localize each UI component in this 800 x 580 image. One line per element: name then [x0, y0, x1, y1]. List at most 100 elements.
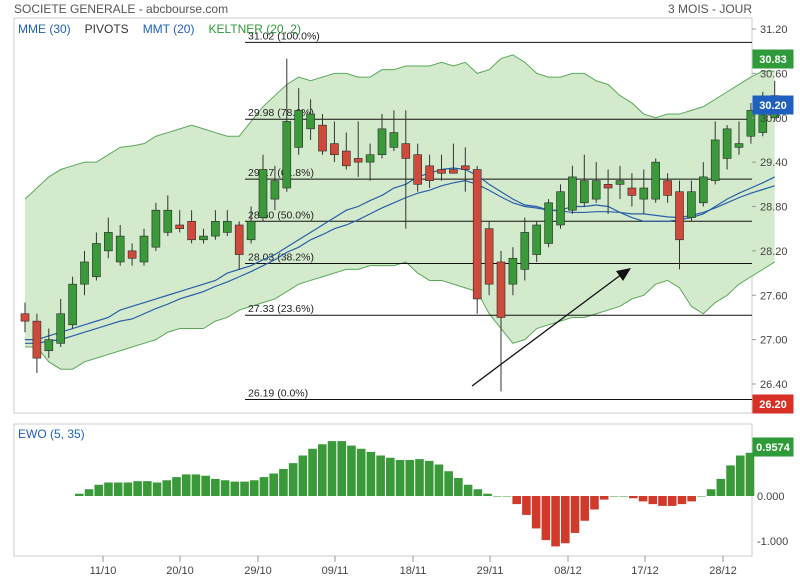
- candle-10: [139, 235, 149, 263]
- ewo-bar-18: [249, 480, 259, 496]
- y-tick-label-3: 29.40: [760, 157, 788, 169]
- ewo-bar-31: [376, 455, 385, 496]
- candle-25: [318, 124, 327, 152]
- candle-38: [472, 169, 482, 300]
- candle-49: [603, 184, 613, 189]
- ewo-bar-49: [551, 496, 560, 547]
- keltner-upper-line: [24, 54, 775, 200]
- ewo-bar-37: [434, 464, 444, 496]
- x-tick-label-6: 08/12: [554, 565, 582, 577]
- fib-label-0: 31.02 (100.0%): [248, 30, 320, 42]
- candle-43: [532, 224, 542, 255]
- candle-52: [639, 187, 649, 200]
- ewo-bar-24: [308, 448, 317, 496]
- badge-ewo-last-box: [752, 437, 794, 457]
- candle-16: [211, 220, 220, 237]
- ewo-bar-54: [599, 496, 609, 500]
- ewo-y-tick-0: 0.000: [757, 491, 785, 503]
- ewo-bar-39: [454, 478, 463, 496]
- legend-pivots[interactable]: PIVOTS: [84, 22, 129, 36]
- candle-54: [663, 180, 672, 196]
- y-tick-label-4: 28.80: [760, 202, 788, 214]
- legend-mme[interactable]: MME (30): [18, 22, 71, 36]
- candle-53: [651, 161, 661, 200]
- ewo-bar-48: [541, 496, 551, 541]
- ewo-bar-34: [405, 460, 415, 496]
- candle-45: [556, 191, 565, 226]
- ewo-bar-32: [386, 457, 395, 496]
- candle-40: [496, 261, 506, 318]
- candle-29: [365, 154, 375, 163]
- fib-label-2: 29.17 (61.8%): [248, 167, 314, 179]
- ewo-bar-55: [609, 496, 619, 497]
- ewo-bar-26: [327, 441, 337, 496]
- candle-60: [734, 143, 744, 148]
- ewo-bar-59: [648, 496, 658, 505]
- axes: 31.20 30.60 30.00 29.40 28.80 28.20 27.60 27.00…: [90, 24, 789, 577]
- legend-mmt[interactable]: MMT (20): [142, 22, 195, 36]
- ewo-label[interactable]: EWO (5, 35): [18, 427, 85, 441]
- x-tick-label-2: 29/10: [244, 565, 272, 577]
- badge-ewo-last: 0.9574: [756, 442, 791, 454]
- ewo-bar-43: [492, 496, 502, 497]
- y-tick-label-5: 28.20: [760, 246, 788, 258]
- candle-24: [306, 113, 315, 130]
- candle-47: [579, 180, 589, 204]
- ewo-bar-36: [424, 460, 434, 496]
- candle-8: [115, 235, 125, 263]
- mme-line: [25, 179, 775, 344]
- candle-42: [520, 232, 530, 270]
- ewo-bar-27: [337, 441, 347, 496]
- x-tick-label-4: 18/11: [400, 565, 427, 577]
- candle-56: [687, 191, 696, 218]
- ewo-bar-22: [288, 463, 298, 496]
- ewo-bar-7: [143, 481, 152, 496]
- candle-61: [746, 110, 756, 137]
- candle-35: [437, 169, 446, 174]
- candle-22: [282, 121, 292, 189]
- candle-4: [68, 283, 77, 326]
- ewo-bar-19: [259, 477, 269, 496]
- badge-last-close: 30.20: [759, 100, 787, 112]
- candle-39: [484, 228, 494, 285]
- ewo-bar-42: [483, 493, 492, 496]
- candle-19: [246, 220, 256, 241]
- ewo-bar-58: [638, 496, 648, 502]
- ewo-bar-16: [230, 481, 240, 496]
- ewo-bar-56: [619, 496, 628, 497]
- candle-6: [92, 243, 101, 278]
- y-tick-label-8: 26.40: [760, 379, 788, 391]
- candle-28: [353, 158, 363, 163]
- moving-averages: [25, 167, 775, 344]
- ewo-bar-17: [240, 481, 249, 496]
- candle-51: [627, 187, 637, 196]
- trend-arrow: [471, 268, 631, 387]
- y-tick-label-0: 31.20: [760, 24, 788, 36]
- ewo-bar-47: [531, 496, 541, 529]
- candle-0: [20, 313, 30, 322]
- candle-48: [591, 180, 601, 200]
- ewo-bars: [75, 441, 755, 547]
- candle-12: [163, 209, 173, 233]
- ewo-bar-30: [366, 451, 376, 496]
- candle-41: [508, 257, 518, 285]
- candle-27: [341, 150, 351, 167]
- candle-36: [449, 169, 458, 174]
- legend-keltner[interactable]: KELTNER (20, 2): [208, 22, 301, 36]
- candle-26: [330, 143, 339, 156]
- ewo-bar-25: [318, 444, 327, 496]
- x-tick-label-8: 28/12: [709, 565, 737, 577]
- y-tick-label-2: 30.00: [760, 113, 788, 125]
- candle-46: [568, 176, 577, 211]
- badge-fib-low: 26.20: [759, 399, 787, 411]
- chart-title: SOCIETE GENERALE - abcbourse.com: [14, 2, 229, 16]
- ewo-bar-5: [123, 482, 133, 496]
- ewo-bar-69: [745, 452, 755, 496]
- ewo-bar-13: [201, 475, 210, 496]
- ewo-bar-62: [677, 496, 687, 505]
- candle-5: [80, 261, 89, 285]
- ewo-bar-60: [658, 496, 667, 506]
- ewo-bar-11: [181, 474, 191, 496]
- ewo-bar-23: [298, 455, 308, 496]
